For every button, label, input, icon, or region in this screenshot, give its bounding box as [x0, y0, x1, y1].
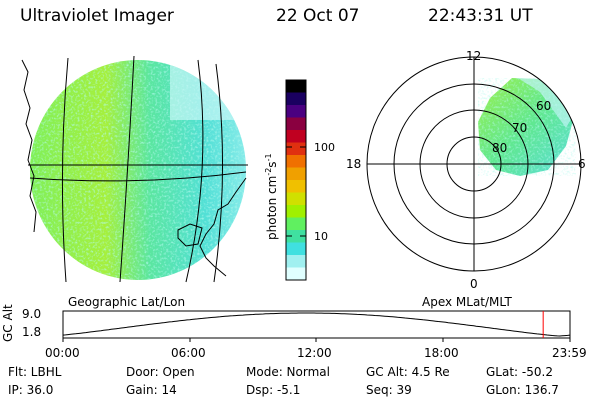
colorbar-swatch: [286, 205, 306, 218]
colorbar-swatch: [286, 217, 306, 231]
altitude-curve: [62, 312, 571, 337]
auroral-oval: [478, 78, 576, 176]
status-glat: GLat: -50.2: [486, 365, 553, 379]
status-ip: IP: 36.0: [8, 383, 54, 397]
colorbar-swatch: [286, 192, 306, 206]
colorbar-ticks: [286, 146, 306, 237]
colorbar-swatch: [286, 242, 306, 256]
gc-alt-axis-label: GC Alt: [1, 304, 15, 342]
colorbar-swatch: [286, 230, 306, 243]
geographic-image: [21, 55, 248, 283]
colorbar-swatch: [286, 255, 306, 268]
geo-grid: [28, 55, 248, 283]
alt-tick-1-8: 1.8: [22, 325, 42, 339]
colorbar-tick-10: 10: [314, 230, 328, 243]
altitude-strip: [62, 310, 571, 342]
geo-panel-label: Geographic Lat/Lon: [68, 295, 186, 309]
status-gain: Gain: 14: [126, 383, 177, 397]
time-tick-1800: 18:00: [424, 346, 459, 360]
colorbar-swatch: [286, 267, 306, 281]
colorbar-swatch: [286, 167, 306, 181]
colorbar-units-label: photon cm-2s-1: [264, 153, 279, 240]
coastline: [21, 59, 247, 277]
polar-plot: 12 18 6 0 60 70 80: [346, 49, 586, 291]
time-tick-2359: 23:59: [552, 346, 587, 360]
mlt-label-12: 12: [466, 49, 481, 63]
time-tick-0600: 06:00: [171, 346, 206, 360]
status-filter: Flt: LBHL: [8, 365, 62, 379]
color-scale-bar: [285, 79, 307, 281]
alt-tick-9: 9.0: [22, 307, 42, 321]
colorbar-tick-100: 100: [314, 141, 335, 154]
polar-panel-label: Apex MLat/MLT: [422, 295, 512, 309]
time-tick-1200: 12:00: [297, 346, 332, 360]
colorbar-swatch: [286, 92, 306, 106]
time-label: 22:43:31 UT: [428, 6, 533, 26]
colorbar-frame: [285, 79, 307, 281]
status-seq: Seq: 39: [366, 383, 412, 397]
colorbar-swatch: [286, 142, 306, 156]
status-door: Door: Open: [126, 365, 195, 379]
polar-grid: [366, 56, 582, 272]
colorbar-swatch: [286, 180, 306, 193]
status-glon: GLon: 136.7: [486, 383, 559, 397]
mlt-label-6: 6: [578, 157, 586, 171]
instrument-title: Ultraviolet Imager: [20, 6, 174, 26]
status-mode: Mode: Normal: [246, 365, 330, 379]
date-label: 22 Oct 07: [276, 6, 360, 26]
colorbar-swatch: [286, 80, 306, 93]
colorbar-swatch: [286, 155, 306, 168]
status-dsp: Dsp: -5.1: [246, 383, 301, 397]
colorbar-swatch: [286, 117, 306, 131]
colorbar-swatch: [286, 130, 306, 143]
time-tick-0000: 00:00: [45, 346, 80, 360]
mlat-label-60: 60: [536, 99, 551, 113]
colorbar-swatch: [286, 105, 306, 118]
mlat-label-70: 70: [512, 121, 527, 135]
mlt-label-18: 18: [346, 157, 361, 171]
status-gc-alt: GC Alt: 4.5 Re: [366, 365, 450, 379]
mlt-label-0: 0: [470, 277, 478, 291]
mlat-label-80: 80: [492, 141, 507, 155]
